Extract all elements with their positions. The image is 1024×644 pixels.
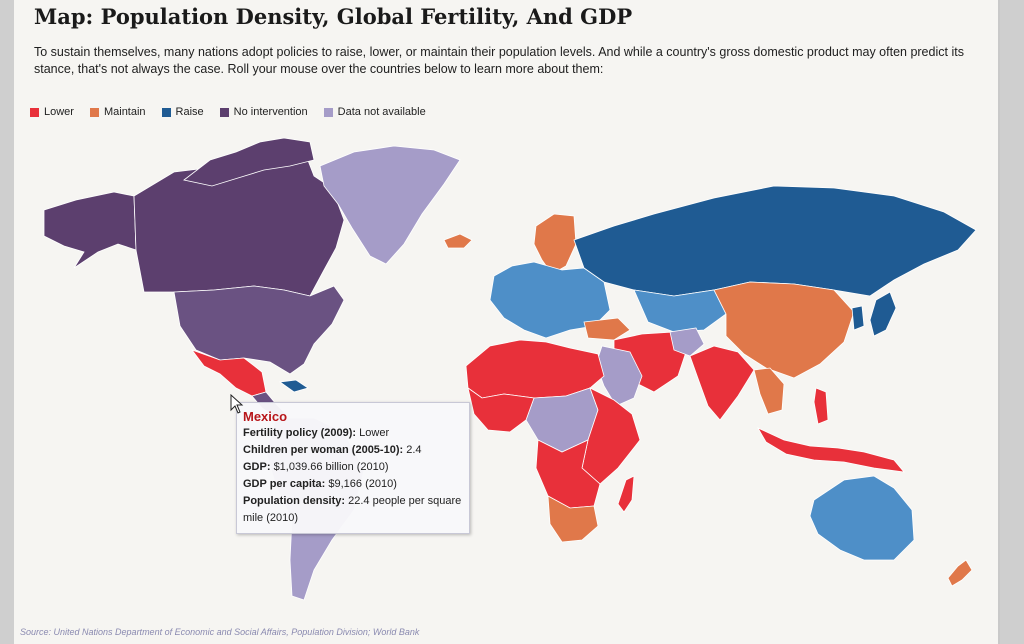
tooltip-label: Population density: [243,495,346,507]
source-note: Source: United Nations Department of Eco… [20,627,420,637]
page: Map: Population Density, Global Fertilit… [14,0,1000,644]
tooltip-row-gdp-per-capita: GDP per capita: $9,166 (2010) [243,476,463,493]
tooltip-label: GDP: [243,461,271,473]
country-australia[interactable] [809,475,915,561]
country-new-zealand[interactable] [947,559,973,587]
legend: Lower Maintain Raise No intervention Dat… [30,106,426,118]
intro-text: To sustain themselves, many nations adop… [34,45,964,76]
region-arctic-islands [183,137,315,187]
country-turkey[interactable] [583,317,631,341]
country-madagascar[interactable] [617,475,635,513]
legend-label-maintain: Maintain [103,106,146,118]
tooltip-row-children-per-woman: Children per woman (2005-10): 2.4 [243,442,463,459]
legend-item-raise: Raise [161,106,204,118]
region-central-asia[interactable] [633,289,727,333]
tooltip-value: $9,166 (2010) [328,478,397,490]
tooltip-row-gdp: GDP: $1,039.66 billion (2010) [243,459,463,476]
region-north-africa[interactable] [465,339,605,399]
tooltip-value: 2.4 [406,444,422,456]
region-southern-africa[interactable] [547,495,599,543]
country-japan[interactable] [869,291,897,337]
country-china[interactable] [713,281,855,379]
region-scandinavia[interactable] [533,213,577,275]
legend-swatch-lower [30,107,39,117]
tooltip-value: 22.4 people per square mile (2010) [243,495,462,524]
country-india[interactable] [689,345,755,421]
tooltip-label: GDP per capita: [243,478,326,490]
region-southern-central-africa[interactable] [535,439,601,509]
country-korea[interactable] [851,305,865,331]
tooltip-label: Children per woman (2005-10): [243,444,404,456]
world-map [43,137,977,601]
legend-label-no-data: Data not available [337,106,426,118]
legend-label-raise: Raise [175,106,204,118]
tooltip-label: Fertility policy (2009): [243,427,357,439]
country-indonesia[interactable] [757,427,905,473]
country-iceland[interactable] [443,233,473,249]
legend-label-no-intervention: No intervention [233,106,308,118]
legend-item-maintain: Maintain [89,106,146,118]
legend-label-lower: Lower [44,106,74,118]
country-alaska[interactable] [43,191,137,269]
region-southeast-asia[interactable] [753,367,785,415]
region-west-africa[interactable] [467,387,535,433]
region-east-africa[interactable] [581,387,641,485]
tooltip-value: Lower [359,427,390,439]
legend-swatch-maintain [89,107,99,117]
legend-swatch-raise [161,107,171,117]
region-caribbean[interactable] [278,379,309,393]
region-europe[interactable] [489,261,611,339]
tooltip-value: $1,039.66 billion (2010) [273,461,389,473]
legend-item-lower: Lower [30,106,74,118]
legend-item-no-data: Data not available [323,106,426,118]
region-afghanistan[interactable] [669,327,705,357]
tooltip-row-fertility-policy: Fertility policy (2009): Lower [243,425,463,442]
country-philippines[interactable] [813,387,829,425]
tooltip-country-name: Mexico [243,409,288,424]
country-greenland[interactable] [319,145,461,265]
legend-item-no-intervention: No intervention [219,106,308,118]
country-usa[interactable] [173,285,345,375]
tooltip-row-population-density: Population density: 22.4 people per squa… [243,493,463,527]
country-russia[interactable] [573,185,977,297]
legend-swatch-no-intervention [219,107,229,117]
mouse-cursor-icon [230,394,244,414]
page-title: Map: Population Density, Global Fertilit… [34,4,633,29]
country-tooltip: Mexico Fertility policy (2009): Lower Ch… [236,402,470,534]
legend-swatch-no-data [323,107,333,117]
